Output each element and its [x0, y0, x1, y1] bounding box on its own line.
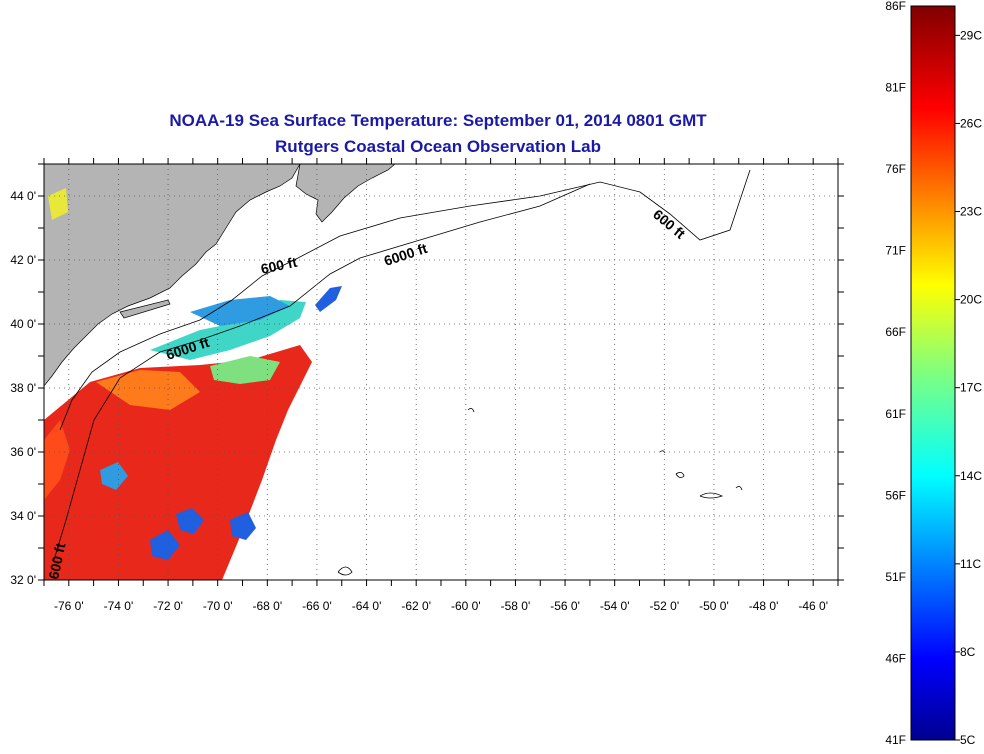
colorbar-c-label: 26C: [960, 116, 982, 130]
lon-label: -76 0': [54, 599, 84, 613]
lat-label: 38 0': [10, 381, 36, 395]
colorbar-celsius-labels: 29C 26C 23C 20C 17C 14C 11C 8C 5C: [955, 28, 982, 747]
map-grid: [38, 158, 844, 586]
lon-label: -58 0': [501, 599, 531, 613]
colorbar-c-label: 17C: [960, 381, 982, 395]
colorbar-f-label: 41F: [885, 733, 906, 747]
lon-label: -64 0': [352, 599, 382, 613]
isobath-6000ft: [53, 183, 591, 561]
latitude-labels: 44 0' 42 0' 40 0' 38 0' 36 0' 34 0' 32 0': [10, 189, 36, 587]
lat-label: 32 0': [10, 573, 36, 587]
colorbar-c-label: 14C: [960, 469, 982, 483]
longitude-labels: -76 0' -74 0' -72 0' -70 0' -68 0' -66 0' -64 …: [54, 599, 828, 613]
lon-label: -72 0': [153, 599, 183, 613]
colorbar-f-label: 46F: [885, 651, 906, 665]
colorbar-c-label: 5C: [960, 733, 976, 747]
lon-label: -74 0': [104, 599, 134, 613]
colorbar-f-label: 56F: [885, 488, 906, 502]
colorbar-c-label: 23C: [960, 205, 982, 219]
lon-label: -56 0': [550, 599, 580, 613]
isobath-600ft: [59, 169, 751, 431]
lat-label: 40 0': [10, 317, 36, 331]
colorbar: [910, 5, 956, 741]
lon-label: -54 0': [600, 599, 630, 613]
colorbar-f-label: 76F: [885, 162, 906, 176]
map-frame: [43, 163, 839, 581]
colorbar-f-label: 71F: [885, 244, 906, 258]
colorbar-f-label: 66F: [885, 325, 906, 339]
lon-label: -46 0': [798, 599, 828, 613]
land-nova-scotia: [295, 164, 396, 223]
figure-title: NOAA-19 Sea Surface Temperature: Septemb…: [169, 111, 707, 130]
lon-label: -70 0': [203, 599, 233, 613]
colorbar-f-label: 81F: [885, 81, 906, 95]
lon-label: -66 0': [302, 599, 332, 613]
colorbar-f-label: 51F: [885, 570, 906, 584]
lon-label: -62 0': [401, 599, 431, 613]
lon-label: -52 0': [649, 599, 679, 613]
lat-label: 44 0': [10, 189, 36, 203]
figure-subtitle: Rutgers Coastal Ocean Observation Lab: [275, 137, 601, 156]
land-long-island: [119, 299, 171, 319]
lat-label: 42 0': [10, 253, 36, 267]
lat-label: 36 0': [10, 445, 36, 459]
colorbar-c-label: 11C: [960, 557, 981, 571]
lon-label: -50 0': [699, 599, 729, 613]
lon-label: -48 0': [749, 599, 779, 613]
colorbar-c-label: 29C: [960, 28, 982, 42]
lon-label: -60 0': [451, 599, 481, 613]
colorbar-f-label: 61F: [885, 407, 906, 421]
colorbar-c-label: 20C: [960, 293, 982, 307]
isobath-label-600-north: 600 ft: [259, 254, 298, 277]
colorbar-f-label: 86F: [885, 0, 906, 13]
colorbar-fahrenheit-labels: 86F 81F 76F 71F 66F 61F 56F 51F 46F 41F: [885, 0, 906, 747]
map-area: [44, 164, 838, 580]
lat-label: 34 0': [10, 509, 36, 523]
colorbar-c-label: 8C: [960, 645, 976, 659]
seamount-contours: [337, 408, 743, 576]
land-us-northeast: [44, 164, 301, 387]
lon-label: -68 0': [252, 599, 282, 613]
isobath-label-600-south: 600 ft: [45, 541, 68, 580]
